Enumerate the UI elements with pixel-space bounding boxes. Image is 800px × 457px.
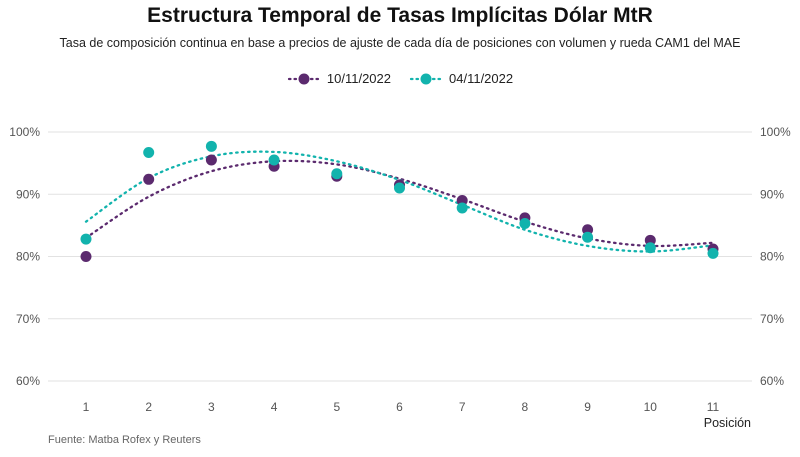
data-point-series-1-x1 (80, 251, 92, 262)
legend-label-series-1: 10/11/2022 (326, 71, 391, 86)
y-tick-left-80: 80% (16, 250, 40, 264)
data-point-series-2-x2 (143, 147, 155, 159)
x-tick-1: 1 (83, 400, 90, 414)
legend-label-series-2: 04/11/2022 (449, 71, 514, 86)
legend-item-series-1: 10/11/2022 (287, 71, 391, 86)
x-tick-9: 9 (584, 400, 591, 414)
data-point-series-1-x3 (205, 154, 217, 166)
y-tick-right-90: 90% (760, 187, 784, 201)
x-axis-label: Posición (704, 416, 751, 430)
trend-line-series-1 (84, 159, 715, 248)
y-tick-left-60: 60% (16, 374, 40, 388)
legend-key-series-2 (409, 73, 443, 84)
data-point-series-2-x7 (456, 202, 468, 214)
y-tick-right-80: 80% (760, 250, 784, 264)
chart-caption: Fuente: Matba Rofex y Reuters (48, 434, 201, 446)
x-tick-3: 3 (208, 400, 215, 414)
data-point-series-2-x10 (644, 242, 656, 254)
x-tick-8: 8 (522, 400, 529, 414)
legend-key-series-1 (287, 73, 320, 84)
y-tick-left-90: 90% (16, 187, 40, 201)
chart-legend: 10/11/2022 04/11/2022 (0, 71, 800, 86)
data-point-series-1-x2 (143, 173, 155, 185)
x-tick-6: 6 (396, 400, 403, 414)
x-tick-10: 10 (644, 400, 658, 414)
data-point-series-2-x8 (519, 218, 531, 230)
chart-title: Estructura Temporal de Tasas Implícitas … (147, 4, 653, 27)
data-point-series-2-x1 (80, 233, 92, 245)
y-tick-left-100: 100% (9, 125, 40, 139)
y-tick-left-70: 70% (16, 312, 40, 326)
trend-line-series-2 (84, 150, 715, 253)
data-point-series-2-x5 (331, 168, 343, 180)
legend-item-series-2: 04/11/2022 (409, 71, 513, 86)
y-tick-right-60: 60% (760, 374, 784, 388)
data-point-series-2-x9 (582, 231, 594, 243)
x-tick-7: 7 (459, 400, 466, 414)
x-tick-4: 4 (271, 400, 278, 414)
data-point-series-2-x6 (394, 182, 405, 194)
y-tick-right-100: 100% (760, 125, 791, 139)
chart-subtitle: Tasa de composición continua en base a p… (59, 36, 741, 50)
x-tick-5: 5 (333, 400, 340, 414)
data-point-series-2-x3 (205, 140, 217, 152)
x-tick-2: 2 (145, 400, 152, 414)
data-point-series-2-x11 (707, 247, 719, 259)
y-tick-right-70: 70% (760, 312, 784, 326)
data-point-series-2-x4 (268, 154, 280, 166)
x-tick-11: 11 (707, 400, 720, 414)
